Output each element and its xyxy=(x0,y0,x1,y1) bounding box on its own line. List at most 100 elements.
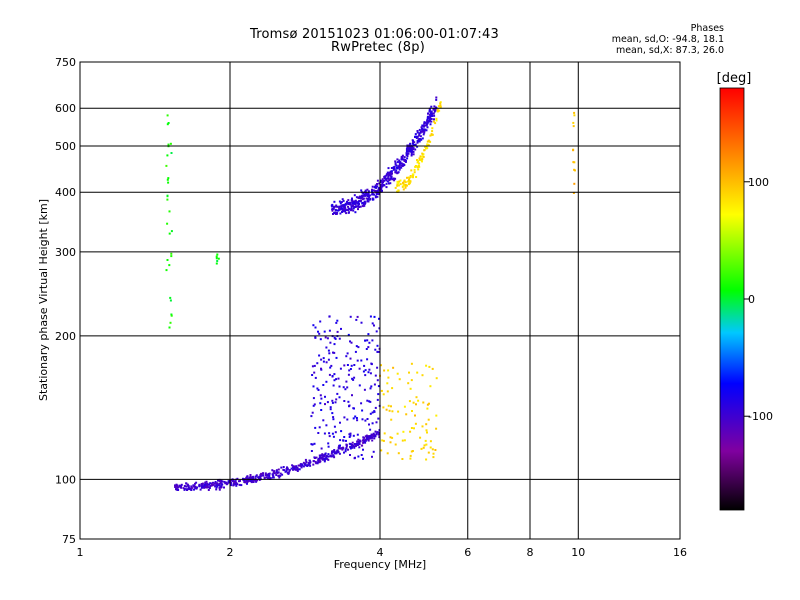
data-point xyxy=(291,464,294,467)
data-point xyxy=(357,438,360,441)
data-point xyxy=(391,387,394,390)
data-point xyxy=(347,448,349,451)
data-point xyxy=(372,189,375,192)
data-point xyxy=(186,489,189,491)
data-point xyxy=(257,477,260,480)
data-point xyxy=(349,202,352,205)
data-point xyxy=(349,340,351,343)
data-point xyxy=(374,430,377,433)
data-point xyxy=(396,158,399,161)
data-point xyxy=(174,484,176,487)
data-point xyxy=(333,200,336,203)
data-point xyxy=(385,173,388,176)
data-point xyxy=(387,369,390,372)
data-point xyxy=(407,183,410,186)
data-point xyxy=(281,473,284,476)
data-point xyxy=(401,156,404,159)
data-point xyxy=(322,360,325,363)
data-point xyxy=(369,387,372,390)
colorbar-ticks: -100 0 100 xyxy=(744,176,773,423)
data-point xyxy=(354,415,357,418)
data-point xyxy=(354,456,356,459)
data-point xyxy=(398,184,400,187)
data-point xyxy=(405,159,407,162)
data-point xyxy=(376,344,379,347)
data-point xyxy=(406,157,409,160)
data-point xyxy=(320,409,323,411)
data-point xyxy=(364,189,367,192)
data-point xyxy=(411,450,414,452)
data-point xyxy=(362,202,365,204)
data-point xyxy=(396,372,399,375)
data-point xyxy=(385,182,388,185)
data-point xyxy=(322,384,325,386)
data-point xyxy=(235,484,238,487)
data-point xyxy=(325,380,328,383)
data-point xyxy=(408,400,411,403)
data-point xyxy=(420,126,423,129)
data-point xyxy=(339,202,342,205)
data-point xyxy=(573,161,576,164)
data-point xyxy=(438,109,441,112)
data-point xyxy=(418,134,421,137)
data-point xyxy=(367,371,370,374)
data-point xyxy=(385,186,388,189)
data-point xyxy=(413,427,415,430)
data-point xyxy=(187,487,190,490)
data-point xyxy=(415,165,418,168)
data-point xyxy=(416,141,419,144)
x-tick-label: 8 xyxy=(527,546,534,559)
data-point xyxy=(349,454,351,456)
data-point xyxy=(342,439,345,442)
data-point xyxy=(255,474,258,477)
data-point xyxy=(428,140,431,143)
data-point xyxy=(400,166,403,169)
data-point xyxy=(368,437,371,440)
data-point xyxy=(409,454,412,457)
data-point xyxy=(176,486,179,489)
data-point xyxy=(435,117,438,120)
data-point xyxy=(298,468,301,471)
data-point xyxy=(333,449,336,451)
data-point xyxy=(264,472,267,475)
data-point xyxy=(428,108,431,111)
data-point xyxy=(376,179,379,182)
data-point xyxy=(380,190,383,193)
data-point xyxy=(194,487,197,490)
data-point xyxy=(329,366,332,369)
data-point xyxy=(329,406,332,409)
data-point xyxy=(326,337,329,340)
data-point xyxy=(272,471,275,474)
data-point xyxy=(348,433,351,436)
data-point xyxy=(375,433,378,436)
data-point xyxy=(418,140,421,143)
data-point xyxy=(349,357,352,360)
data-point xyxy=(296,468,298,471)
data-point xyxy=(408,144,411,147)
data-point xyxy=(572,192,575,194)
data-point xyxy=(399,179,402,182)
data-point xyxy=(335,378,338,381)
data-point xyxy=(357,346,360,349)
data-point xyxy=(213,482,216,485)
data-point xyxy=(310,450,313,452)
data-point xyxy=(288,470,291,473)
data-point xyxy=(422,446,425,449)
data-point xyxy=(244,481,247,484)
data-point xyxy=(389,171,392,174)
data-point xyxy=(352,205,354,208)
data-point xyxy=(371,455,373,458)
data-point xyxy=(364,369,367,372)
data-point xyxy=(413,141,416,144)
data-point xyxy=(319,338,322,341)
data-point xyxy=(354,443,357,446)
data-point xyxy=(170,314,173,317)
data-point xyxy=(194,482,196,485)
data-point xyxy=(418,132,421,135)
data-point xyxy=(169,296,172,299)
data-point xyxy=(349,445,352,448)
data-point xyxy=(204,481,207,484)
data-point xyxy=(356,359,359,362)
data-point xyxy=(325,346,328,349)
data-point xyxy=(422,133,425,136)
